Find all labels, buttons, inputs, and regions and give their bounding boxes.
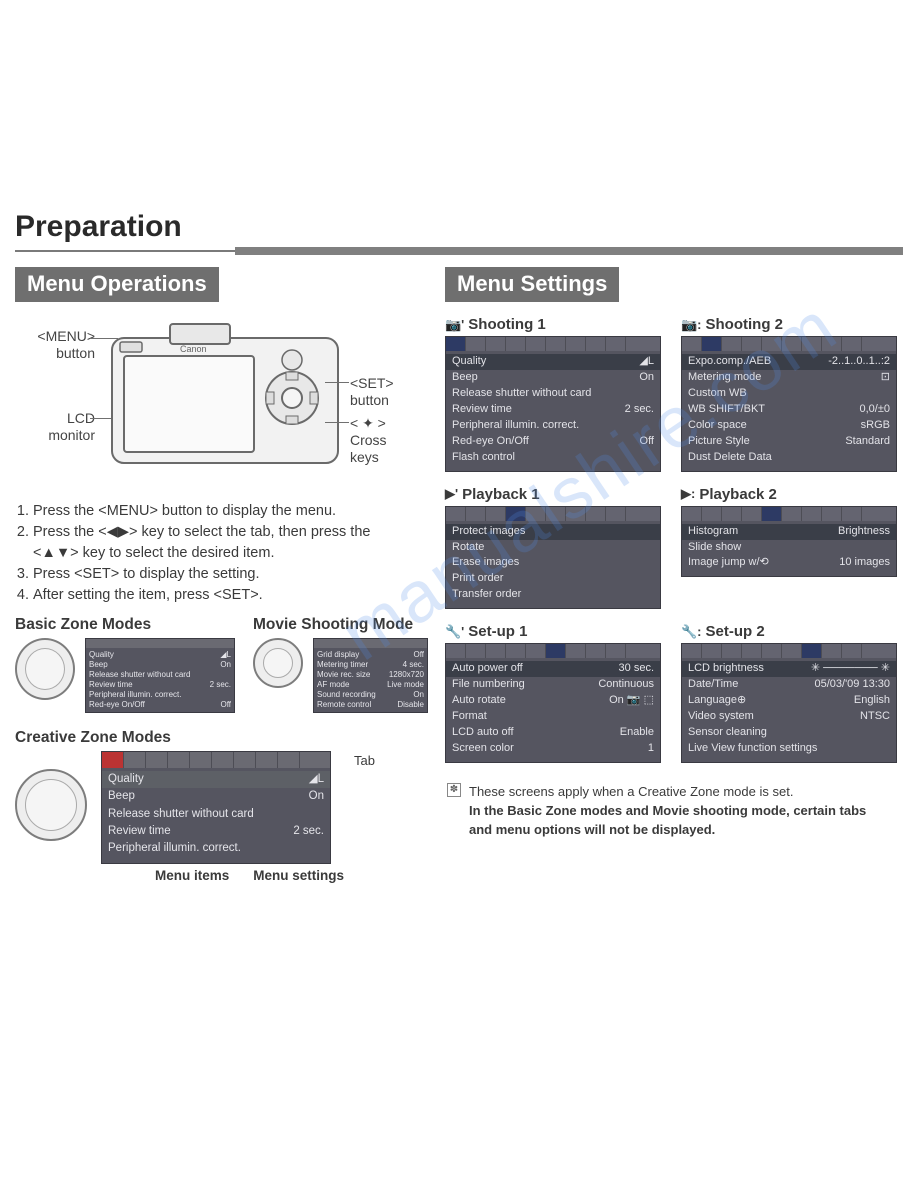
menu-card: HistogramBrightnessSlide showImage jump … xyxy=(681,506,897,578)
menu-row: Screen color1 xyxy=(452,741,654,757)
menu-block-4: 🔧' Set-up 1 Auto power off30 sec.File num… xyxy=(445,623,661,763)
menu-row: Erase images xyxy=(452,555,654,571)
step-1: Press the <MENU> button to display the m… xyxy=(33,501,415,522)
right-column: Menu Settings 📷' Shooting 1 Quality◢LBeep… xyxy=(445,267,897,883)
basic-zone-mini-menu: Quality◢L BeepOn Release shutter without… xyxy=(85,638,235,713)
menu-block-0: 📷' Shooting 1 Quality◢LBeepOnRelease shut… xyxy=(445,316,661,472)
menu-card: Protect imagesRotateErase imagesPrint or… xyxy=(445,506,661,610)
menu-block-title: 🔧: Set-up 2 xyxy=(681,623,897,640)
mode-dial-basic xyxy=(15,638,75,700)
menu-row: LCD brightness✳ ─────── ✳ xyxy=(682,661,896,677)
menu-row: Release shutter without card xyxy=(452,386,654,402)
mode-dial-creative xyxy=(15,769,87,841)
menu-row: File numberingContinuous xyxy=(452,677,654,693)
menu-block-title: ▶: Playback 2 xyxy=(681,486,897,503)
menu-settings-header: Menu Settings xyxy=(445,267,619,302)
menu-row: Sensor cleaning xyxy=(688,725,890,741)
menu-card: Auto power off30 sec.File numberingConti… xyxy=(445,643,661,763)
menu-row: Auto rotateOn 📷 ⬚ xyxy=(452,693,654,709)
mode-dial-movie xyxy=(253,638,303,688)
menu-row: Custom WB xyxy=(688,386,890,402)
menu-row: HistogramBrightness xyxy=(682,524,896,540)
menu-row: Format xyxy=(452,709,654,725)
creative-zone-menu: Quality◢L BeepOn Release shutter without… xyxy=(101,751,331,864)
footnote-icon: ✽ xyxy=(447,783,461,797)
menu-row: Live View function settings xyxy=(688,741,890,757)
footnote-line2: In the Basic Zone modes and Movie shooti… xyxy=(469,802,891,840)
menu-block-title: 📷: Shooting 2 xyxy=(681,316,897,333)
menu-row: Video systemNTSC xyxy=(688,709,890,725)
menu-items-label: Menu items xyxy=(155,868,229,883)
menu-block-5: 🔧: Set-up 2 LCD brightness✳ ─────── ✳Date… xyxy=(681,623,897,763)
movie-mini-menu: Grid displayOff Metering timer4 sec. Mov… xyxy=(313,638,428,713)
menu-card: Expo.comp./AEB-2..1..0..1..:2Metering mo… xyxy=(681,336,897,472)
menu-row: WB SHIFT/BKT0,0/±0 xyxy=(688,402,890,418)
menu-row: Review time2 sec. xyxy=(452,402,654,418)
tab-callout: Tab xyxy=(354,753,375,768)
menu-row: Picture StyleStandard xyxy=(688,434,890,450)
menu-row: Color spacesRGB xyxy=(688,418,890,434)
left-column: Menu Operations <MENU> button LCD monito… xyxy=(15,267,415,883)
menu-row: Red-eye On/OffOff xyxy=(452,434,654,450)
menu-row: Date/Time05/03/'09 13:30 xyxy=(688,677,890,693)
menu-card: Quality◢LBeepOnRelease shutter without c… xyxy=(445,336,661,472)
svg-text:Canon: Canon xyxy=(180,344,207,354)
menu-row: Print order xyxy=(452,571,654,587)
menu-row: Quality◢L xyxy=(446,354,660,370)
step-4: After setting the item, press <SET>. xyxy=(33,585,415,606)
menu-row: Image jump w/⟲10 images xyxy=(688,555,890,571)
menu-block-title: 🔧' Set-up 1 xyxy=(445,623,661,640)
menu-block-title: ▶' Playback 1 xyxy=(445,486,661,503)
menu-block-2: ▶' Playback 1 Protect imagesRotateErase i… xyxy=(445,486,661,610)
menu-row: Dust Delete Data xyxy=(688,450,890,466)
menu-row: Flash control xyxy=(452,450,654,466)
footnote: ✽ These screens apply when a Creative Zo… xyxy=(445,777,897,846)
menu-row: Expo.comp./AEB-2..1..0..1..:2 xyxy=(682,354,896,370)
camera-body-svg: Canon xyxy=(110,320,340,470)
creative-zone-title: Creative Zone Modes xyxy=(15,729,415,747)
menu-row: Metering mode⊡ xyxy=(688,370,890,386)
menu-row: Rotate xyxy=(452,540,654,556)
label-menu-button: <MENU> button xyxy=(15,328,95,362)
camera-diagram: <MENU> button LCD monitor Canon xyxy=(15,310,415,495)
menu-row: Auto power off30 sec. xyxy=(446,661,660,677)
page-title: Preparation xyxy=(15,210,903,244)
label-lcd-monitor: LCD monitor xyxy=(15,410,95,444)
menu-block-title: 📷' Shooting 1 xyxy=(445,316,661,333)
label-cross-keys: < ✦ > Cross keys xyxy=(350,415,415,465)
menu-row: Transfer order xyxy=(452,587,654,603)
menu-grid: 📷' Shooting 1 Quality◢LBeepOnRelease shut… xyxy=(445,316,897,763)
menu-card: LCD brightness✳ ─────── ✳Date/Time05/03/… xyxy=(681,643,897,763)
menu-operations-header: Menu Operations xyxy=(15,267,219,302)
menu-block-1: 📷: Shooting 2 Expo.comp./AEB-2..1..0..1..… xyxy=(681,316,897,472)
title-rule xyxy=(15,250,903,255)
footnote-line1: These screens apply when a Creative Zone… xyxy=(469,783,891,802)
menu-row: Language⊕English xyxy=(688,693,890,709)
step-3: Press <SET> to display the setting. xyxy=(33,564,415,585)
movie-mode-title: Movie Shooting Mode xyxy=(253,616,428,634)
menu-row: Peripheral illumin. correct. xyxy=(452,418,654,434)
basic-zone-title: Basic Zone Modes xyxy=(15,616,235,634)
menu-row: Slide show xyxy=(688,540,890,556)
step-2: Press the <◀▶> key to select the tab, th… xyxy=(33,522,415,564)
menu-settings-label: Menu settings xyxy=(253,868,344,883)
menu-block-3: ▶: Playback 2 HistogramBrightnessSlide sh… xyxy=(681,486,897,610)
instruction-steps: Press the <MENU> button to display the m… xyxy=(15,501,415,606)
menu-row: BeepOn xyxy=(452,370,654,386)
menu-row: LCD auto offEnable xyxy=(452,725,654,741)
menu-row: Protect images xyxy=(446,524,660,540)
label-set-button: <SET> button xyxy=(350,375,415,409)
